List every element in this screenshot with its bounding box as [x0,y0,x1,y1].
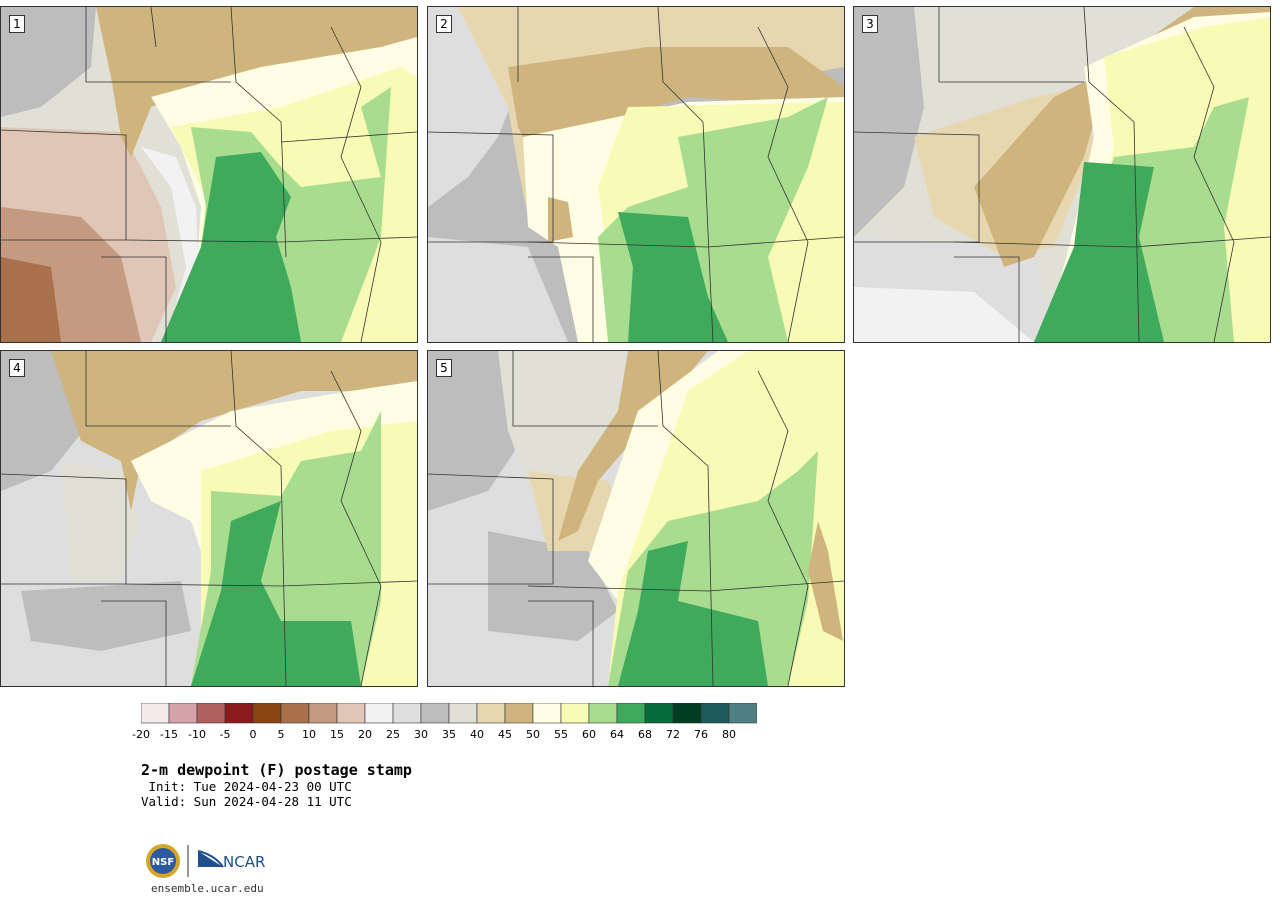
colorbar-swatch [476,703,506,724]
colorbar-swatch [280,703,310,724]
dewpoint-map-2 [428,7,844,342]
ncar-logo-text: NCAR [223,853,265,871]
colorbar-swatch [504,703,534,724]
colorbar-tick: 60 [582,728,596,741]
colorbar-tick: -20 [132,728,150,741]
colorbar-swatch [616,703,646,724]
chart-title: 2-m dewpoint (F) postage stamp [141,761,412,779]
colorbar-tick: 15 [330,728,344,741]
dewpoint-map-1 [1,7,417,342]
colorbar-swatch [644,703,674,724]
colorbar-tick: 30 [414,728,428,741]
colorbar-tick: 20 [358,728,372,741]
colorbar-tick: 55 [554,728,568,741]
panel-number: 2 [436,15,452,33]
colorbar-tick: 35 [442,728,456,741]
colorbar-tick: 80 [722,728,736,741]
colorbar-swatch [168,703,198,724]
dewpoint-map-4 [1,351,417,686]
colorbar-swatch [364,703,394,724]
colorbar-tick: 25 [386,728,400,741]
colorbar-tick: 45 [498,728,512,741]
colorbar-swatch [672,703,702,724]
colorbar-swatch [700,703,730,724]
colorbar-tick: 64 [610,728,624,741]
map-panel-2: 2 [427,6,845,343]
colorbar-tick: -15 [160,728,178,741]
colorbar-tick: 68 [638,728,652,741]
valid-time: Valid: Sun 2024-04-28 11 UTC [141,794,352,809]
map-panel-1: 1 [0,6,418,343]
colorbar-swatch [420,703,450,724]
site-url: ensemble.ucar.edu [151,882,264,895]
colorbar-swatch [252,703,282,724]
nsf-ncar-logo: NSF NCAR [145,843,275,883]
colorbar-swatch [448,703,478,724]
map-panel-5: 5 [427,350,845,687]
colorbar-swatch [336,703,366,724]
colorbar-swatch [224,703,254,724]
colorbar-tick-labels: -20 -15 -10 -5 0 5 10 15 20 25 30 35 40 45 50 55 60 64 68 7… [130,728,810,744]
nsf-logo-text: NSF [152,857,174,868]
panel-number: 4 [9,359,25,377]
map-panel-4: 4 [0,350,418,687]
colorbar-swatch [308,703,338,724]
init-time: Init: Tue 2024-04-23 00 UTC [141,779,352,794]
colorbar-swatch [532,703,562,724]
dewpoint-map-5 [428,351,844,686]
colorbar-swatch [141,703,170,724]
map-panel-3: 3 [853,6,1271,343]
colorbar-tick: 0 [249,728,257,741]
colorbar-tick: -10 [188,728,206,741]
colorbar-swatch [560,703,590,724]
colorbar-swatch [196,703,226,724]
colorbar-swatch [588,703,618,724]
panel-number: 5 [436,359,452,377]
colorbar [141,703,757,724]
colorbar-swatch [392,703,422,724]
panel-number: 1 [9,15,25,33]
colorbar-tick: 10 [302,728,316,741]
colorbar-swatch [728,703,757,724]
colorbar-tick: 5 [277,728,285,741]
colorbar-tick: 50 [526,728,540,741]
colorbar-tick: 76 [694,728,708,741]
colorbar-tick: 72 [666,728,680,741]
panel-number: 3 [862,15,878,33]
colorbar-tick: -5 [219,728,231,741]
dewpoint-map-3 [854,7,1270,342]
colorbar-tick: 40 [470,728,484,741]
